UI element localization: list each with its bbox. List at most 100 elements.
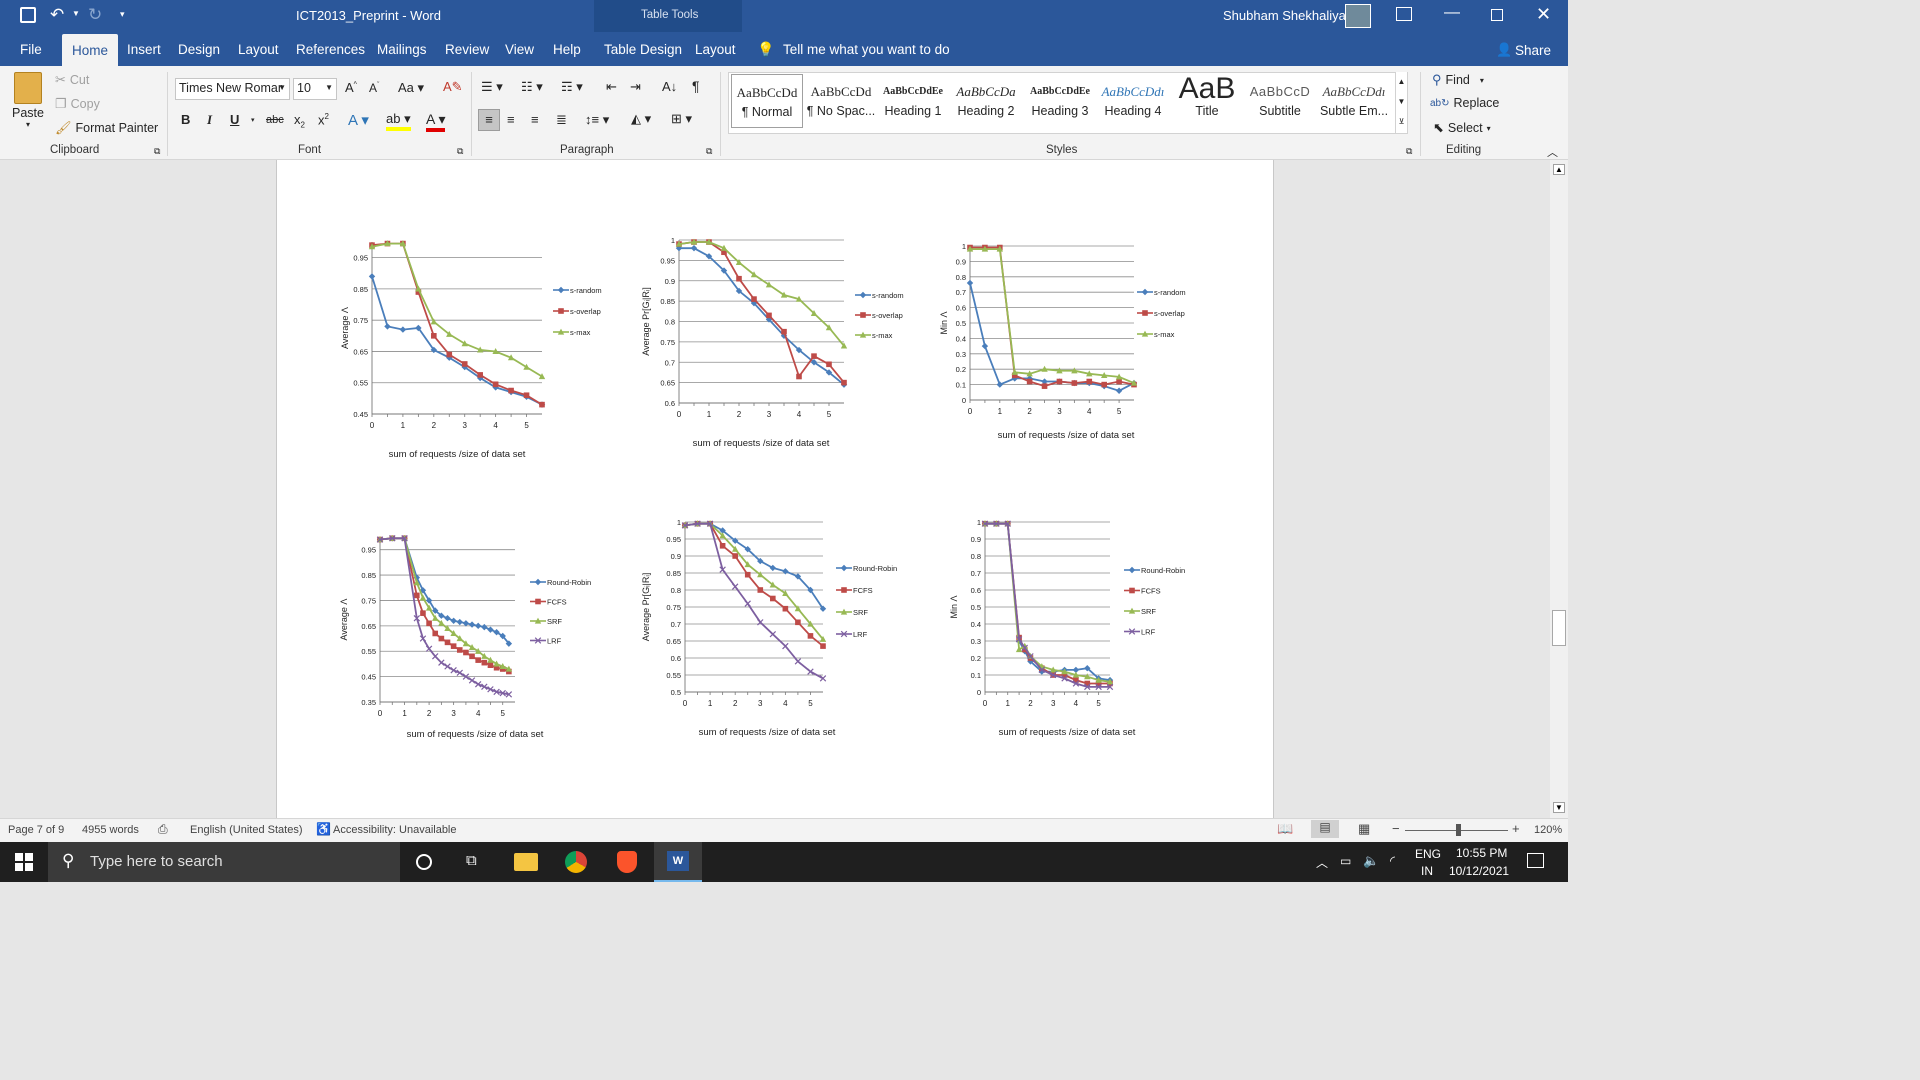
paste-button[interactable]: Paste ▾ <box>12 72 44 129</box>
ribbon-display-options-icon[interactable] <box>1396 7 1412 21</box>
restore-icon[interactable] <box>1491 9 1503 21</box>
clear-formatting-icon[interactable]: A✎ <box>443 79 463 94</box>
tab-home[interactable]: Home <box>62 34 119 66</box>
sort-icon[interactable]: A↓ <box>662 79 678 94</box>
battery-icon[interactable]: ▭ <box>1340 854 1352 868</box>
scroll-down-icon[interactable]: ▼ <box>1553 802 1565 813</box>
dialog-launcher-icon[interactable]: ⧉ <box>457 146 464 156</box>
document-area[interactable]: 0.45 0.55 0.65 0.75 0.85 0.95 0 1 2 3 4 5 s-random s-… <box>0 160 1568 820</box>
tab-references[interactable]: References <box>296 42 366 57</box>
input-language-primary[interactable]: ENG <box>1415 847 1442 861</box>
copy-button[interactable]: ❐ Copy <box>55 96 100 112</box>
superscript-icon[interactable]: x2 <box>318 112 329 128</box>
chevron-down-icon[interactable]: ▾ <box>251 117 255 124</box>
style-heading-3[interactable]: AaBbCcDdEe Heading 3 <box>1024 74 1096 128</box>
volume-icon[interactable]: 🔈 <box>1363 853 1380 868</box>
style-title[interactable]: AaB Title <box>1171 74 1243 128</box>
style-heading-1[interactable]: AaBbCcDdEe Heading 1 <box>877 74 949 128</box>
windows-start-icon[interactable] <box>15 853 33 871</box>
show-hidden-icons-icon[interactable]: ︿ <box>1316 856 1329 870</box>
web-layout-icon[interactable]: ▦ <box>1358 821 1371 836</box>
gallery-more-icon[interactable]: ⊻ <box>1395 112 1407 133</box>
word-count[interactable]: 4955 words <box>82 824 139 836</box>
notifications-icon[interactable] <box>1527 853 1544 868</box>
line-spacing-icon[interactable]: ↕≡ ▾ <box>585 112 610 127</box>
page-count[interactable]: Page 7 of 9 <box>8 824 65 836</box>
strikethrough-icon[interactable]: abc <box>266 114 284 126</box>
share-button[interactable]: Share <box>1515 43 1552 58</box>
tab-file[interactable]: File <box>20 42 42 57</box>
dialog-launcher-icon[interactable]: ⧉ <box>706 146 713 156</box>
borders-icon[interactable]: ⊞ ▾ <box>671 111 693 126</box>
undo-icon[interactable]: ↶ <box>50 5 65 24</box>
document-page[interactable]: 0.45 0.55 0.65 0.75 0.85 0.95 0 1 2 3 4 5 s-random s-… <box>276 160 1274 820</box>
taskbar-search-box[interactable]: ⚲ Type here to search <box>48 842 400 882</box>
cut-button[interactable]: ✂ Cut <box>55 72 89 88</box>
style-heading-2[interactable]: AaBbCcDa Heading 2 <box>950 74 1022 128</box>
numbering-icon[interactable]: ☷ ▾ <box>521 79 543 94</box>
tab-insert[interactable]: Insert <box>127 42 161 57</box>
tab-help[interactable]: Help <box>553 42 581 57</box>
file-explorer-icon[interactable] <box>514 853 538 871</box>
style-subtle-em[interactable]: AaBbCcDdı Subtle Em... <box>1318 74 1390 128</box>
style-normal[interactable]: AaBbCcDd ¶ Normal <box>731 74 803 128</box>
read-mode-icon[interactable]: 📖 <box>1277 821 1294 836</box>
show-marks-icon[interactable]: ¶ <box>692 78 700 94</box>
print-layout-icon[interactable]: ▤ <box>1311 820 1339 838</box>
tab-layout[interactable]: Layout <box>238 42 279 57</box>
font-name-box[interactable]: Times New Romar ▼ <box>175 78 290 100</box>
tell-me-search[interactable]: Tell me what you want to do <box>783 42 950 57</box>
zoom-level[interactable]: 120% <box>1534 824 1563 836</box>
user-name[interactable]: Shubham Shekhaliya <box>1223 8 1346 23</box>
collapse-ribbon-icon[interactable]: ︿ <box>1547 147 1558 159</box>
word-taskbar-button[interactable]: W <box>654 842 702 882</box>
text-effects-icon[interactable]: A ▾ <box>348 112 369 129</box>
tab-view[interactable]: View <box>505 42 535 57</box>
language-status[interactable]: English (United States) <box>190 824 303 836</box>
task-view-icon[interactable]: ⧉ <box>466 852 477 869</box>
save-icon[interactable] <box>20 7 36 23</box>
align-right-icon[interactable]: ≡ <box>531 112 539 127</box>
close-icon[interactable]: ✕ <box>1536 4 1552 24</box>
accessibility-status[interactable]: Accessibility: Unavailable <box>333 824 457 836</box>
tab-review[interactable]: Review <box>445 42 490 57</box>
multilevel-list-icon[interactable]: ☶ ▾ <box>561 79 583 94</box>
wifi-icon[interactable]: ◜ <box>1390 853 1396 868</box>
zoom-slider-thumb[interactable] <box>1456 824 1461 836</box>
undo-dropdown-icon[interactable]: ▼ <box>72 9 80 18</box>
input-language-region[interactable]: IN <box>1421 864 1433 878</box>
dialog-launcher-icon[interactable]: ⧉ <box>154 146 161 156</box>
avatar[interactable] <box>1345 4 1371 28</box>
style-subtitle[interactable]: AaBbCcD Subtitle <box>1244 74 1316 128</box>
redo-icon[interactable]: ↻ <box>88 5 103 24</box>
gallery-scroll-down-icon[interactable]: ▼ <box>1395 92 1407 112</box>
clock-date[interactable]: 10/12/2021 <box>1449 864 1510 878</box>
shading-icon[interactable]: ◭ ▾ <box>631 111 652 126</box>
decrease-indent-icon[interactable]: ⇤ <box>606 79 617 94</box>
proofing-icon[interactable]: ⎙ <box>158 822 168 836</box>
zoom-out-icon[interactable]: − <box>1392 821 1400 836</box>
subscript-icon[interactable]: x2 <box>294 112 305 130</box>
dialog-launcher-icon[interactable]: ⧉ <box>1406 146 1413 156</box>
zoom-in-icon[interactable]: + <box>1512 821 1520 836</box>
select-button[interactable]: ⬉ Select ▾ <box>1433 120 1491 136</box>
scroll-thumb[interactable] <box>1552 610 1566 646</box>
brave-icon[interactable] <box>617 851 637 873</box>
shrink-font-icon[interactable]: Aˇ <box>369 81 380 95</box>
bullets-icon[interactable]: ☰ ▾ <box>481 79 503 94</box>
customize-toolbar-icon[interactable]: ▾ <box>120 9 125 19</box>
justify-icon[interactable]: ≣ <box>556 112 567 127</box>
tab-table-layout[interactable]: Layout <box>695 42 736 57</box>
highlight-icon[interactable]: ab ▾ <box>386 111 411 131</box>
change-case-icon[interactable]: Aa ▾ <box>398 80 425 95</box>
cortana-icon[interactable] <box>416 854 432 870</box>
clock-time[interactable]: 10:55 PM <box>1456 846 1508 860</box>
find-button[interactable]: ⚲ Find ▾ <box>1432 72 1484 88</box>
style-no-spac[interactable]: AaBbCcDd ¶ No Spac... <box>805 74 877 128</box>
font-size-box[interactable]: 10 ▼ <box>293 78 337 100</box>
italic-icon[interactable]: I <box>207 112 213 127</box>
align-left-icon[interactable]: ≡ <box>478 109 500 131</box>
tab-table-design[interactable]: Table Design <box>604 42 683 57</box>
bold-icon[interactable]: B <box>181 112 191 127</box>
increase-indent-icon[interactable]: ⇥ <box>630 79 641 94</box>
